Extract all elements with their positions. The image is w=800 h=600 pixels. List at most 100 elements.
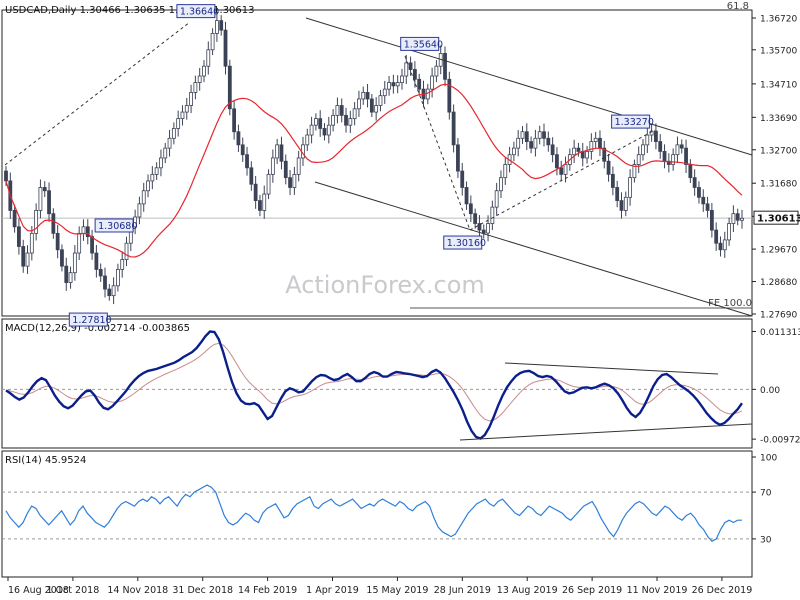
candle-body (335, 105, 340, 116)
candle-body (468, 203, 473, 215)
candle-body (51, 213, 56, 234)
candle-body (692, 177, 697, 188)
candle-body (481, 229, 486, 234)
price-guides (2, 217, 752, 309)
candle-body (197, 75, 202, 83)
candle-body (705, 203, 710, 211)
candle-body (305, 134, 310, 146)
price-annotations: 1.36640 1.35640 1.33270 1.30680 1.30160 1.278… (68, 4, 654, 327)
candle-body (727, 223, 731, 241)
candle-body (159, 157, 163, 169)
candle-body (309, 124, 314, 136)
price-annotation-label: 1.36640 (180, 7, 219, 18)
rsi-line (5, 484, 742, 542)
candle-body (344, 114, 348, 126)
candle-body (29, 232, 34, 254)
candle-body (357, 98, 361, 110)
candle-body (137, 203, 142, 218)
candle-body (537, 131, 542, 139)
price-tick-label: 1.27690 (760, 311, 797, 321)
x-tick-label: 26 Sep 2019 (562, 585, 622, 596)
x-tick-label: 28 Jun 2019 (434, 585, 491, 596)
candle-body (546, 137, 551, 146)
candle-body (679, 144, 684, 149)
candle-body (675, 144, 680, 156)
candle-body (731, 213, 736, 224)
candle-body (688, 164, 693, 179)
price-panel-frame (1, 9, 753, 317)
candle-body (559, 167, 564, 175)
candle-body (369, 98, 374, 113)
candle-body (42, 187, 47, 192)
candle-body (404, 62, 409, 77)
price-title-text: USDCAD,Daily (5, 5, 76, 16)
macd-lower-trendline (459, 423, 753, 441)
candle-body (17, 226, 21, 247)
candle-body (68, 272, 73, 283)
price-tick-label: 1.29670 (760, 246, 797, 256)
candle-body (585, 151, 589, 159)
dashed-projection-1 (4, 21, 191, 166)
candle-body (602, 147, 607, 162)
candle-body (227, 65, 232, 110)
price-tick-label: 1.32700 (760, 146, 797, 156)
candle-body (671, 154, 676, 165)
candle-body (85, 226, 90, 238)
candle-body (503, 164, 508, 179)
macd-upper-trendline (504, 362, 719, 375)
watermark: ActionForex.com (285, 271, 485, 299)
candle-body (219, 20, 224, 31)
candle-body (55, 232, 60, 251)
candle-body (619, 200, 624, 211)
candle-body (529, 141, 533, 149)
rsi-tick-label: 70 (760, 489, 772, 499)
candle-body (184, 105, 189, 113)
candle-body (215, 20, 219, 34)
candle-body (4, 170, 8, 182)
candle-body (262, 193, 267, 211)
macd-tick-label: 0.00 (760, 386, 780, 396)
candle-body (236, 131, 241, 146)
candle-body (520, 131, 525, 139)
candle-body (464, 187, 469, 205)
candle-body (425, 88, 430, 100)
candles (4, 12, 744, 305)
candle-body (456, 144, 460, 172)
x-tick-label: 1 Apr 2019 (306, 585, 359, 596)
macd-panel-frame (1, 318, 753, 449)
candle-body (107, 288, 112, 297)
price-tick-label: 1.34710 (760, 80, 797, 90)
x-tick-label: 14 Nov 2018 (107, 585, 168, 596)
candle-body (701, 196, 706, 205)
candle-body (722, 239, 727, 251)
candle-body (313, 118, 318, 126)
candle-body (387, 82, 391, 90)
candle-body (430, 75, 435, 90)
candle-body (176, 118, 181, 129)
x-tick-label: 31 Dec 2018 (172, 585, 233, 596)
candle-body (288, 177, 292, 188)
candle-body (490, 206, 495, 224)
candle-body (232, 108, 237, 133)
candle-body (154, 167, 159, 175)
macd-tick-label: 0.011313 (760, 328, 800, 338)
fib-label-top: 61.8 (727, 1, 749, 12)
candle-body (632, 164, 637, 179)
candle-body (408, 62, 413, 70)
candle-body (477, 223, 482, 231)
candle-body (223, 29, 228, 67)
price-annotation-box (443, 235, 483, 250)
candle-body (60, 249, 64, 267)
candle-body (245, 154, 249, 169)
candle-body (90, 236, 94, 254)
candle-body (697, 187, 701, 198)
candle-body (47, 190, 51, 215)
candle-body (64, 265, 69, 283)
candle-body (249, 167, 254, 185)
candle-body (124, 242, 129, 260)
candle-body (167, 137, 172, 149)
candle-body (434, 65, 439, 77)
candle-body (641, 144, 645, 156)
